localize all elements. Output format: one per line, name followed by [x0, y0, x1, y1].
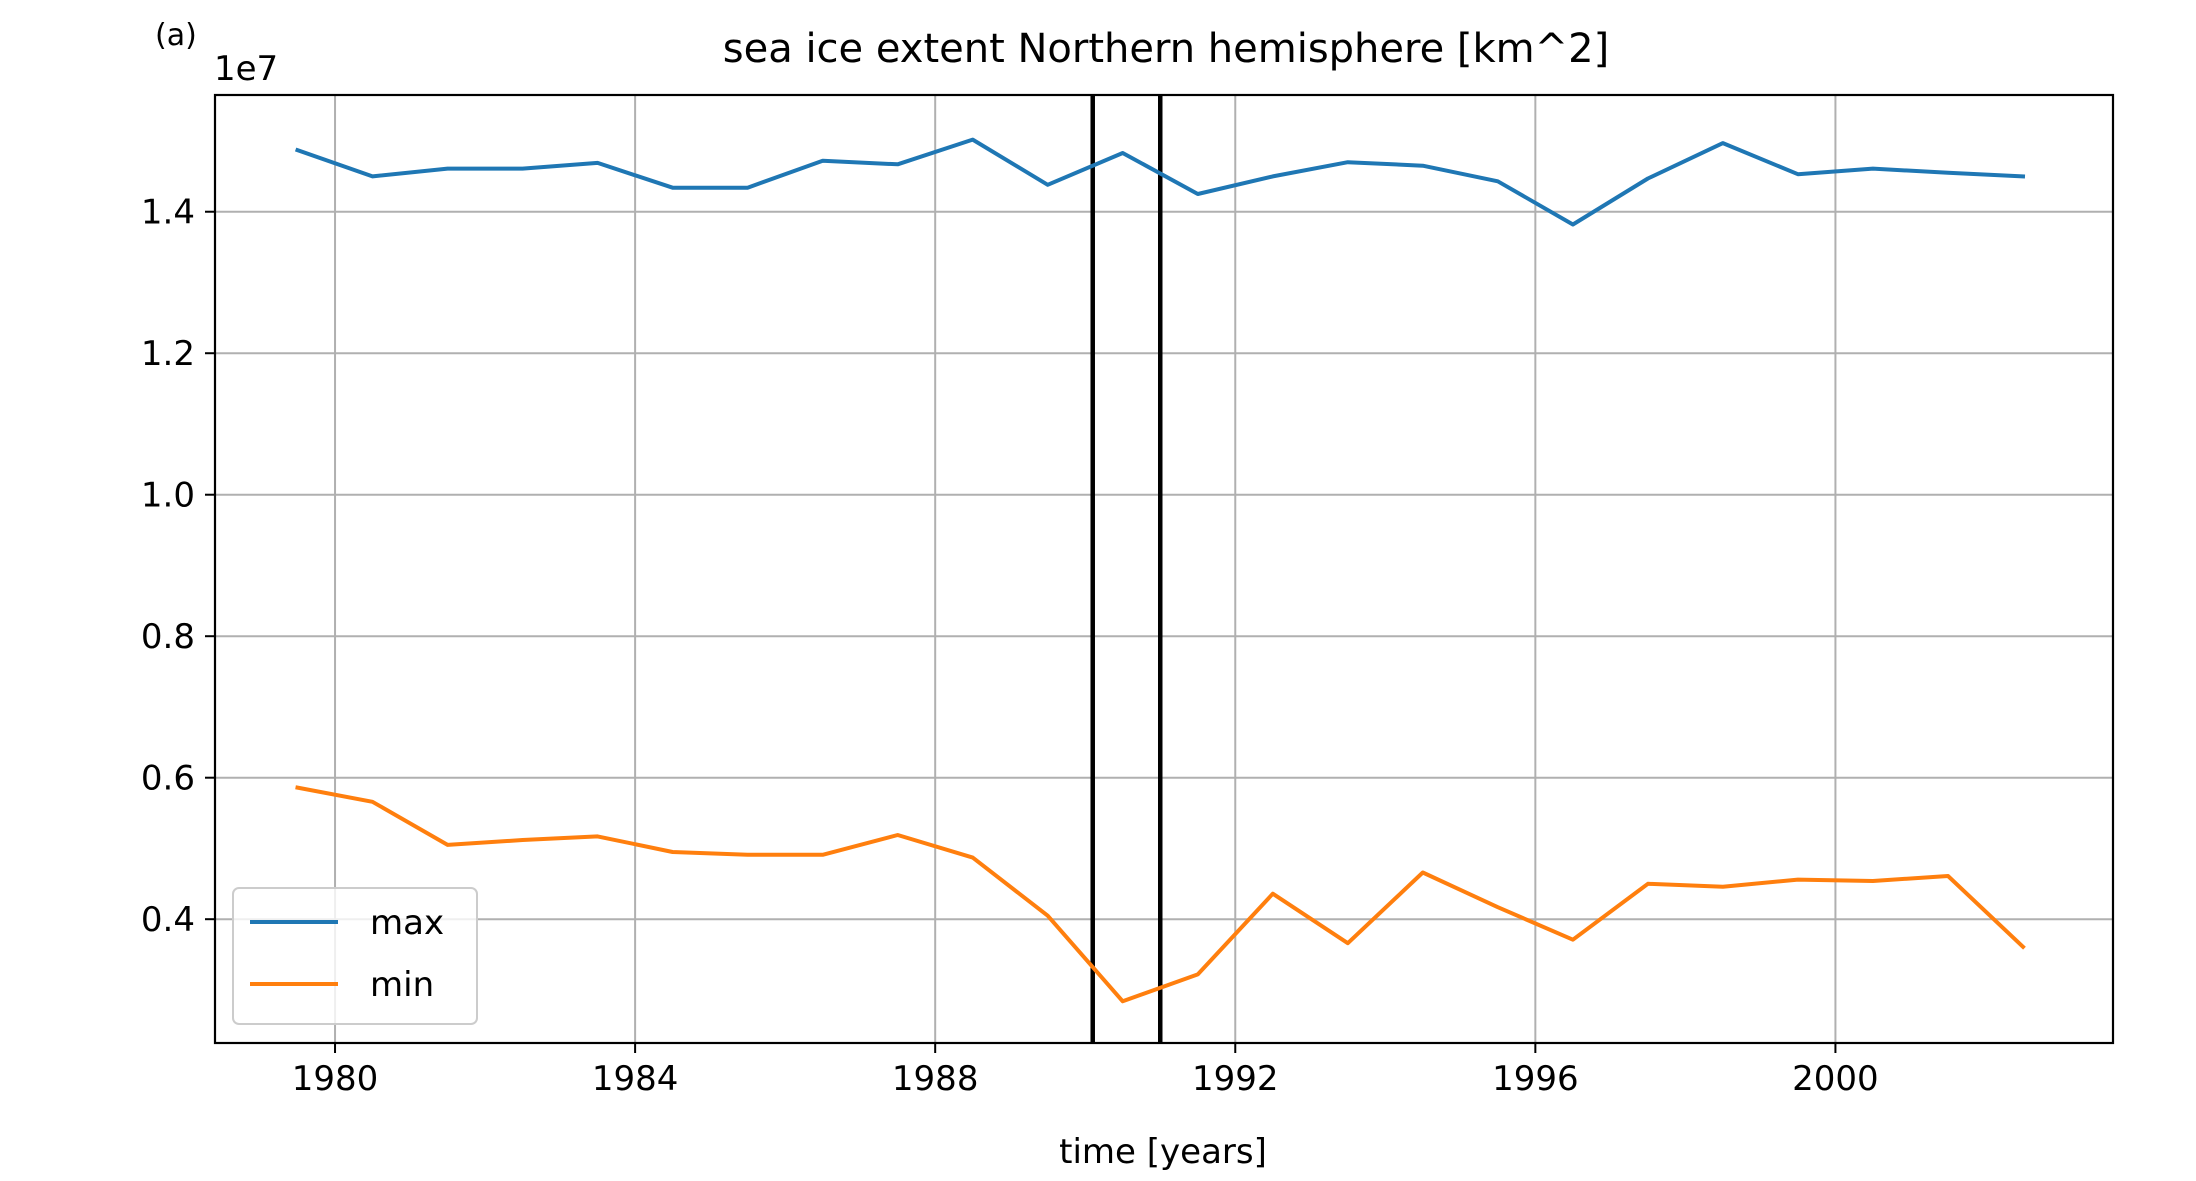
y-tick-label: 1.0	[141, 476, 195, 516]
x-tick-label: 1980	[292, 1059, 379, 1099]
plot-frame	[213, 93, 2115, 1045]
y-tick-label: 0.4	[141, 900, 195, 940]
legend: max min	[232, 887, 478, 1025]
x-ticks: 1980 1984 1988 1992 1996 2000	[292, 1043, 1879, 1099]
x-tick-label: 2000	[1792, 1059, 1879, 1099]
legend-label-max: max	[370, 903, 444, 943]
x-tick-label: 1992	[1192, 1059, 1279, 1099]
y-ticks: 0.4 0.6 0.8 1.0 1.2 1.4	[141, 193, 215, 940]
panel-label: (a)	[155, 18, 197, 53]
x-axis-label: time [years]	[1059, 1132, 1267, 1172]
y-tick-label: 0.6	[141, 759, 195, 799]
series-line-min	[295, 785, 2026, 1004]
series-lines	[294, 137, 2026, 1004]
grid	[215, 95, 2113, 1043]
vertical-markers	[1090, 95, 1163, 1043]
x-tick-label: 1984	[592, 1059, 679, 1099]
series-line-max	[294, 137, 2026, 227]
x-tick-label: 1988	[892, 1059, 979, 1099]
chart-title: sea ice extent Northern hemisphere [km^2…	[723, 26, 1609, 72]
y-offset-label: 1e7	[214, 49, 278, 89]
y-tick-label: 0.8	[141, 617, 195, 657]
x-tick-label: 1996	[1492, 1059, 1579, 1099]
legend-label-min: min	[370, 965, 434, 1005]
y-tick-label: 1.4	[141, 193, 195, 233]
y-tick-label: 1.2	[141, 334, 195, 374]
